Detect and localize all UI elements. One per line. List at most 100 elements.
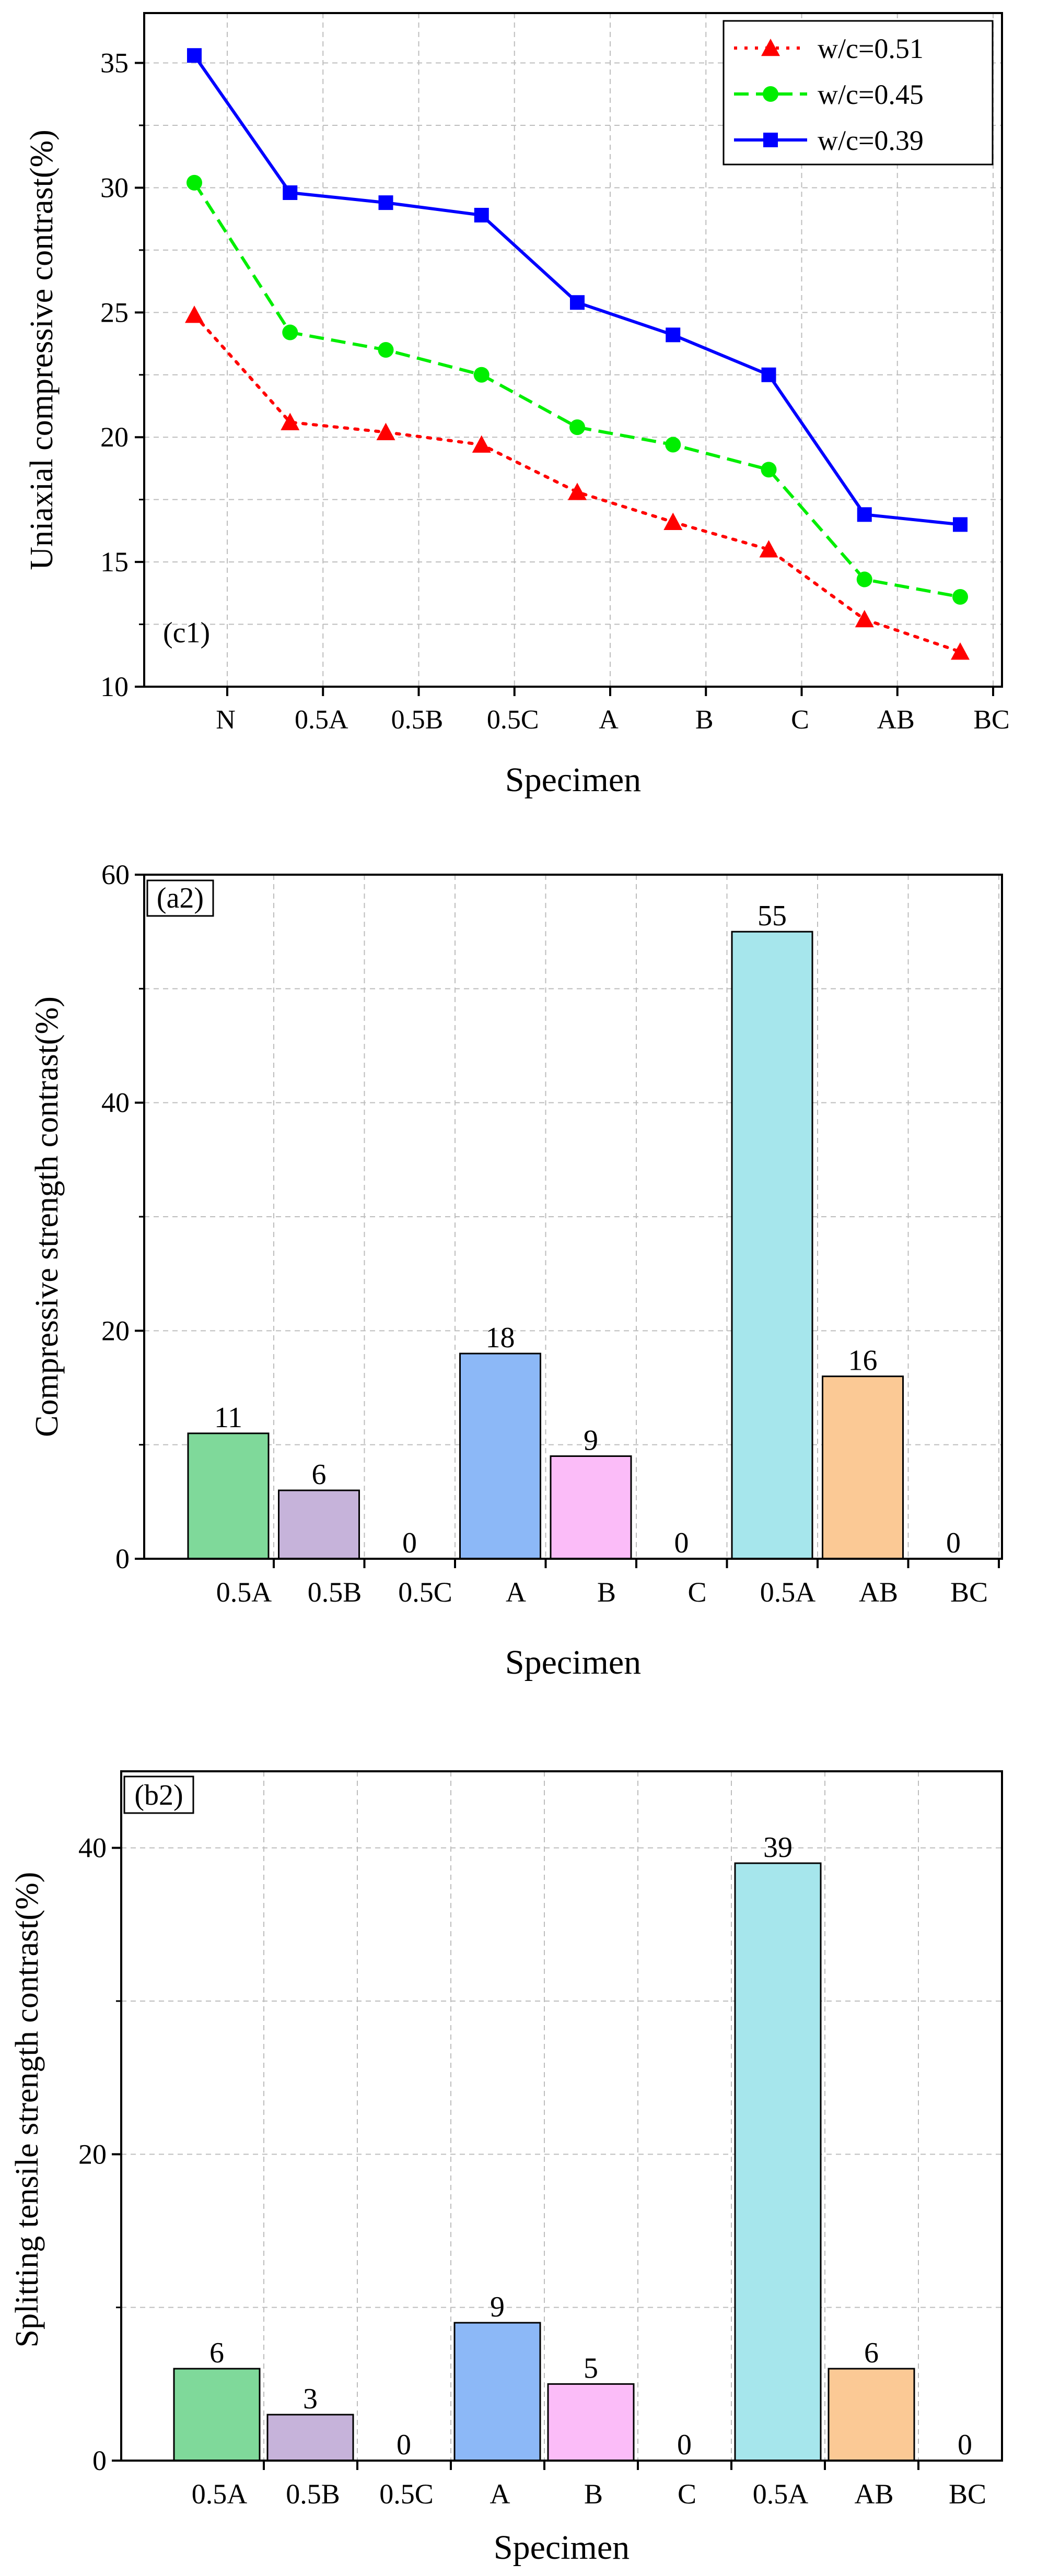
grid [144, 13, 1002, 687]
bar [828, 2368, 915, 2462]
series-w/c=0.45 [187, 174, 968, 605]
data-point [570, 295, 585, 310]
data-point [763, 86, 778, 102]
x-tick-label: BC [950, 1577, 988, 1608]
data-label: 0 [958, 2429, 972, 2461]
x-tick-label: B [695, 705, 714, 735]
data-point [185, 305, 204, 323]
panel-label: (b2) [134, 1779, 183, 1812]
legend-item: w/c=0.45 [734, 79, 924, 110]
y-tick-label: 0 [92, 2445, 107, 2476]
data-point [376, 422, 395, 440]
data-point [666, 327, 681, 343]
x-tick-label: 0.5B [391, 705, 444, 735]
panel-label-box [146, 879, 214, 917]
y-tick-label: 20 [101, 1315, 130, 1346]
bars-layer: 11 6 0 18 9 0 55 16 0 [187, 900, 961, 1560]
bar [731, 931, 813, 1560]
data-label: 39 [763, 1831, 793, 1864]
y-tick-label: 60 [101, 859, 130, 890]
x-tick-label: 0.5C [398, 1577, 452, 1608]
data-point [761, 462, 777, 478]
bar [278, 1489, 360, 1560]
bar [459, 1352, 541, 1560]
x-tick-label: 0.5B [308, 1577, 362, 1608]
data-label: 6 [864, 2337, 879, 2369]
x-tick-label: C [678, 2478, 696, 2510]
x-tick-label: BC [973, 705, 1009, 735]
data-point [761, 39, 780, 56]
data-point [472, 435, 491, 453]
panel-label-box [123, 1775, 194, 1814]
data-point [569, 419, 585, 436]
data-label: 9 [584, 1425, 598, 1457]
y-tick-label: 0 [115, 1543, 130, 1574]
bar [550, 1455, 632, 1560]
x-tick-label: AB [859, 1577, 898, 1608]
bar [734, 1862, 822, 2462]
data-label: 18 [486, 1322, 515, 1354]
legend-label: w/c=0.51 [818, 33, 924, 64]
data-label: 0 [677, 2429, 692, 2461]
data-label: 55 [758, 900, 787, 932]
y-axis-title: Splitting tensile strength contrast(%) [9, 1872, 45, 2348]
plot-frame [143, 12, 1003, 688]
x-tick-label: 0.5A [192, 2478, 248, 2510]
x-axis-title: Specimen [505, 761, 641, 799]
series-layer [185, 48, 970, 660]
y-axis-title: Compressive strength contrast(%) [29, 996, 65, 1437]
data-point [282, 324, 298, 340]
data-point [283, 185, 298, 200]
series-w/c=0.51 [185, 305, 970, 660]
y-tick-label: 40 [101, 1087, 130, 1119]
data-point [951, 642, 970, 660]
panel-label: (a2) [157, 882, 204, 914]
data-point [857, 507, 872, 522]
x-tick-label: AB [854, 2478, 893, 2510]
grid [121, 1771, 1002, 2461]
x-tick-label: 0.5A [216, 1577, 272, 1608]
data-label: 0 [397, 2429, 411, 2461]
data-label: 6 [312, 1458, 327, 1491]
x-tick-label: 0.5C [487, 705, 539, 735]
data-point [473, 367, 490, 383]
y-axis-title: Uniaxial compressive contrast(%) [24, 130, 60, 570]
data-point [663, 512, 683, 530]
legend-label: w/c=0.45 [818, 79, 924, 110]
x-tick-label: C [791, 705, 809, 735]
plot-frame [120, 1770, 1003, 2462]
data-point [187, 48, 202, 63]
data-label: 5 [584, 2352, 598, 2384]
data-point [378, 342, 394, 358]
data-label: 9 [490, 2291, 505, 2323]
data-label: 0 [946, 1527, 961, 1559]
y-tick-label: 20 [78, 2138, 107, 2170]
data-point [474, 208, 489, 222]
data-point [952, 589, 968, 605]
x-tick-label: 0.5A [753, 2478, 809, 2510]
legend-item: w/c=0.39 [734, 125, 924, 156]
data-point [953, 517, 968, 532]
x-axis-title: Specimen [505, 1643, 641, 1681]
data-label: 16 [848, 1345, 878, 1377]
data-point [187, 174, 202, 191]
x-tick-label: A [490, 2478, 510, 2510]
bar [173, 2368, 261, 2462]
x-tick-label: A [506, 1577, 526, 1608]
data-point [568, 483, 587, 500]
y-tick-label: 15 [100, 546, 129, 578]
data-label: 3 [303, 2383, 318, 2415]
data-point [759, 540, 778, 558]
y-tick-label: 20 [100, 421, 129, 453]
bar [266, 2414, 354, 2462]
data-point [378, 195, 393, 210]
data-label: 6 [209, 2337, 224, 2369]
